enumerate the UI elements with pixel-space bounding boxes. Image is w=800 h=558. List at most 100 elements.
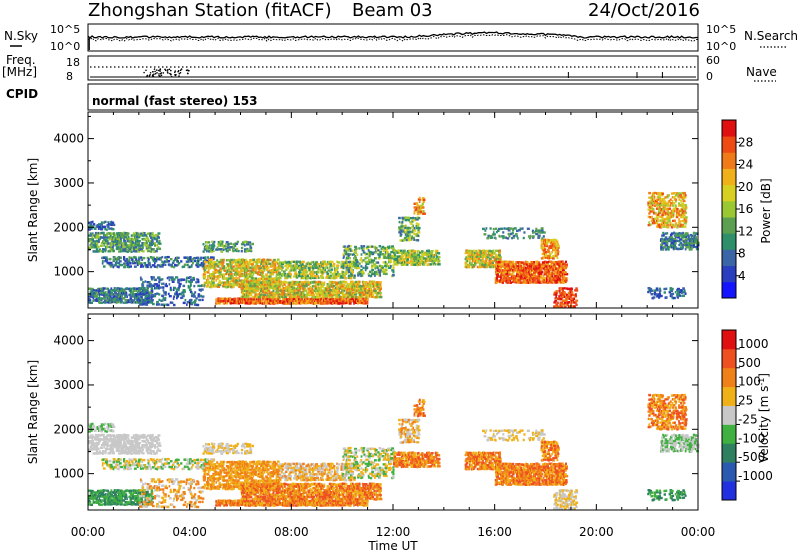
power-cell (259, 287, 261, 289)
power-cell (144, 299, 146, 301)
power-cell (549, 269, 551, 271)
frequency-panel: Freq. [MHz] 18 8 60 0 Nave (2, 53, 777, 83)
power-cell (399, 255, 401, 257)
power-cell (401, 221, 403, 223)
power-cell (143, 290, 145, 292)
power-cell (554, 265, 556, 267)
power-cell (159, 243, 162, 245)
power-cell (409, 233, 411, 235)
power-cell (184, 264, 187, 266)
power-cell (369, 253, 371, 255)
power-cell (261, 285, 263, 287)
power-cell (372, 294, 374, 296)
power-cell (290, 273, 292, 275)
power-cell (510, 282, 512, 284)
power-cell (336, 267, 339, 269)
power-cell (254, 294, 256, 296)
power-cell (201, 288, 203, 290)
power-cell (373, 281, 375, 283)
power-cell (336, 269, 338, 271)
power-cell (124, 240, 126, 242)
power-cell (142, 281, 144, 283)
power-cell (520, 265, 522, 267)
power-cell (555, 290, 558, 292)
power-cell (169, 295, 172, 297)
nave-dot (158, 70, 160, 72)
power-cell (158, 276, 160, 278)
power-cell (170, 289, 173, 291)
power-cell (154, 242, 156, 244)
power-cell (202, 299, 204, 301)
power-cell (543, 235, 545, 237)
power-cell (148, 258, 150, 260)
power-cell (309, 286, 311, 288)
power-cell (438, 252, 440, 254)
power-cell (384, 256, 387, 258)
power-cell (423, 213, 426, 215)
power-cell (162, 278, 164, 280)
power-cell (111, 228, 114, 230)
freq-tick-bottom: 8 (66, 70, 73, 83)
power-cell (342, 265, 344, 267)
power-cell (522, 262, 524, 264)
power-cell (302, 263, 304, 265)
power-cell (129, 238, 131, 240)
power-cell (131, 251, 133, 253)
power-cell (178, 285, 181, 287)
power-cell (99, 295, 101, 297)
power-cell (422, 203, 424, 205)
power-cell (318, 277, 320, 279)
power-cell (357, 267, 360, 269)
power-cell (499, 258, 502, 260)
power-cell (107, 240, 109, 242)
power-cell (104, 226, 106, 228)
power-cell (371, 269, 374, 271)
power-cell (249, 243, 251, 245)
power-cell (392, 267, 394, 269)
power-cell (352, 281, 354, 283)
power-cell (509, 235, 511, 237)
power-cell (237, 278, 239, 280)
power-cell (557, 251, 559, 253)
power-cell (173, 266, 175, 268)
power-cell (201, 262, 203, 264)
power-cell (126, 292, 128, 294)
power-cell (377, 296, 379, 298)
power-cell (151, 299, 154, 301)
power-cell (295, 267, 297, 269)
power-cell (100, 288, 102, 290)
power-cell (379, 274, 381, 276)
power-cell (102, 262, 104, 264)
power-cell (178, 262, 180, 264)
power-cell (281, 269, 283, 271)
nave-dot (143, 72, 145, 74)
power-cell (97, 244, 99, 246)
power-cell (93, 240, 95, 242)
power-cell (142, 285, 144, 287)
nave-tick-top: 60 (706, 54, 720, 67)
power-cell (402, 255, 404, 257)
power-cell (379, 296, 382, 298)
power-cell (102, 260, 104, 262)
power-cell (213, 250, 215, 252)
power-cell (497, 273, 499, 275)
power-cell (142, 303, 145, 305)
power-cell (219, 267, 221, 269)
power-cell (312, 292, 314, 294)
power-cell (307, 281, 309, 283)
power-cell (148, 247, 150, 249)
power-cell (347, 298, 349, 300)
power-cell (146, 284, 149, 286)
power-cell (168, 276, 171, 278)
power-cell (419, 197, 421, 199)
power-cell (345, 288, 347, 290)
power-cell (557, 253, 559, 255)
power-cell (191, 295, 193, 297)
power-cell (358, 247, 360, 249)
power-cell (303, 274, 305, 276)
power-cell (372, 253, 374, 255)
power-cell (667, 248, 669, 250)
power-cell (138, 244, 140, 246)
power-cell (565, 261, 567, 263)
power-cell (220, 251, 223, 253)
